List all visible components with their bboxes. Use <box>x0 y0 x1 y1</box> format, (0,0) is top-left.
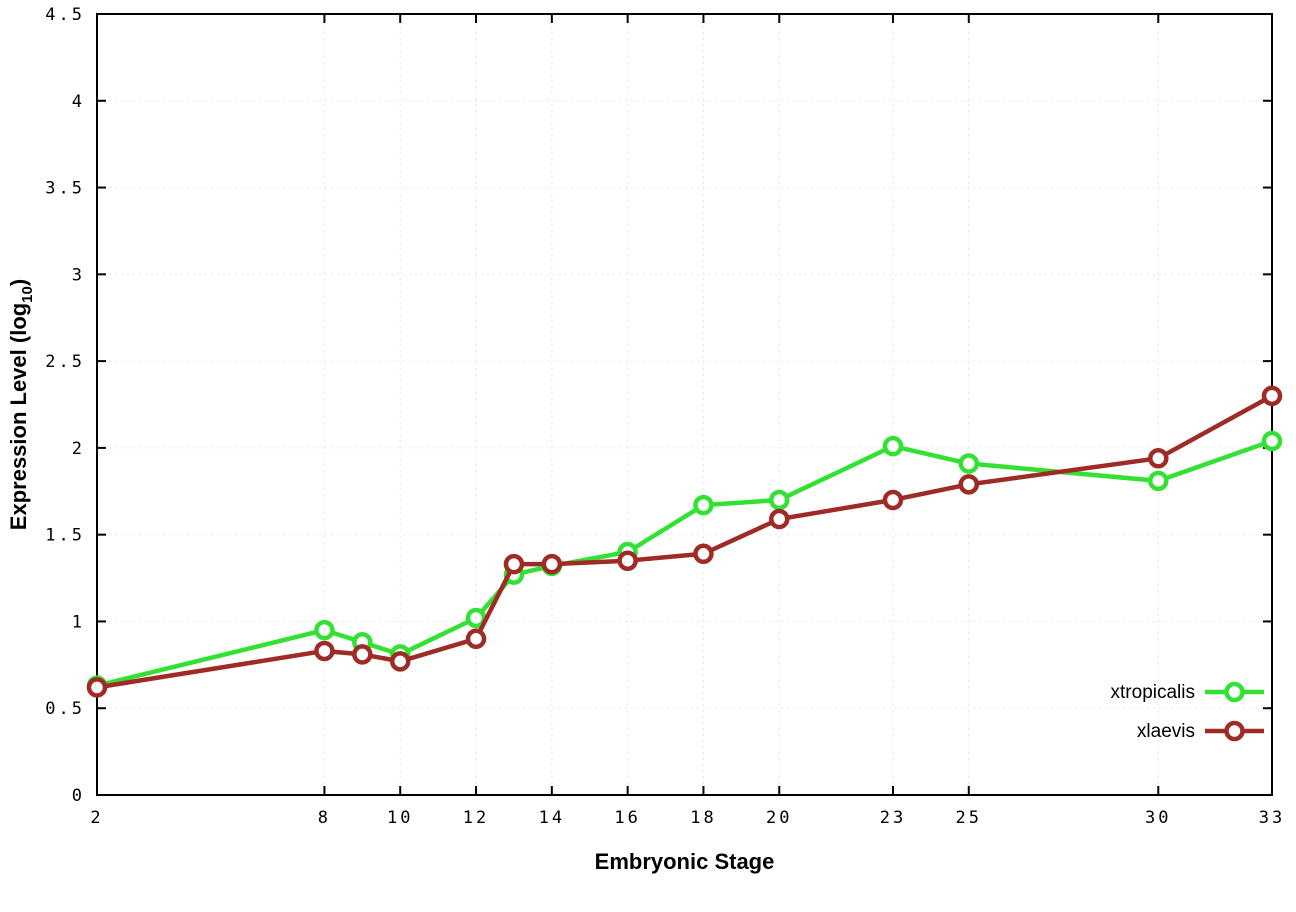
legend-label: xtropicalis <box>1111 682 1195 703</box>
data-point <box>389 651 411 672</box>
data-point <box>1148 470 1169 492</box>
data-point <box>1261 385 1283 407</box>
x-tick-label: 33 <box>1259 808 1285 828</box>
data-point <box>1148 448 1169 469</box>
data-point <box>352 644 373 665</box>
x-tick-label: 12 <box>463 808 489 828</box>
y-tick-label: 2 <box>72 439 85 459</box>
data-point <box>769 489 790 511</box>
series-xlaevis <box>86 385 1283 698</box>
data-point <box>769 508 790 530</box>
x-tick-label: 10 <box>387 808 413 828</box>
data-point <box>958 474 980 495</box>
data-point <box>882 435 904 457</box>
x-tick-label: 30 <box>1145 808 1171 828</box>
axis-ticks <box>96 13 1273 796</box>
x-tick-label: 14 <box>539 808 565 828</box>
y-tick-label: 3 <box>72 265 85 285</box>
legend-sample-marker <box>1224 720 1245 742</box>
y-tick-label: 4 <box>72 92 85 112</box>
y-tick-label: 4.5 <box>45 5 85 25</box>
x-tick-label: 18 <box>690 808 716 828</box>
y-tick-label: 0 <box>72 786 85 806</box>
x-tick-label: 23 <box>880 808 906 828</box>
axis-tick-labels: 2 8 10 12 14 16 18 20 23 25 30 33 0 0.5 1 1.5 2 2.5 3 3.5 4 4… <box>45 5 1285 828</box>
x-tick-label: 20 <box>766 808 792 828</box>
data-point <box>617 550 638 571</box>
data-point <box>958 453 980 474</box>
data-point <box>465 607 487 629</box>
legend-item-xlaevis: xlaevis <box>1137 720 1264 742</box>
legend-item-xtropicalis: xtropicalis <box>1111 681 1264 703</box>
data-point <box>693 494 714 516</box>
x-tick-label: 8 <box>318 808 331 828</box>
data-point <box>314 619 335 641</box>
data-point <box>882 489 904 511</box>
y-tick-label: 0.5 <box>45 699 85 719</box>
x-axis-label: Embryonic Stage <box>595 849 775 874</box>
y-tick-label: 1.5 <box>45 526 85 546</box>
y-tick-label: 1 <box>72 612 85 632</box>
y-tick-label: 2.5 <box>45 352 85 372</box>
x-tick-label: 2 <box>90 808 103 828</box>
x-tick-label: 16 <box>614 808 640 828</box>
data-point <box>465 628 487 650</box>
data-point <box>314 640 335 662</box>
y-axis-label: Expression Level (log10) <box>6 279 36 530</box>
x-tick-label: 25 <box>956 808 982 828</box>
legend-label: xlaevis <box>1137 721 1195 742</box>
legend: xtropicalis xlaevis <box>1111 681 1264 742</box>
data-point <box>1261 430 1283 452</box>
data-point <box>503 553 525 575</box>
data-point <box>86 677 108 698</box>
legend-sample-marker <box>1224 681 1245 703</box>
y-tick-label: 3.5 <box>45 179 85 199</box>
data-point <box>693 543 714 565</box>
data-point <box>541 553 563 575</box>
